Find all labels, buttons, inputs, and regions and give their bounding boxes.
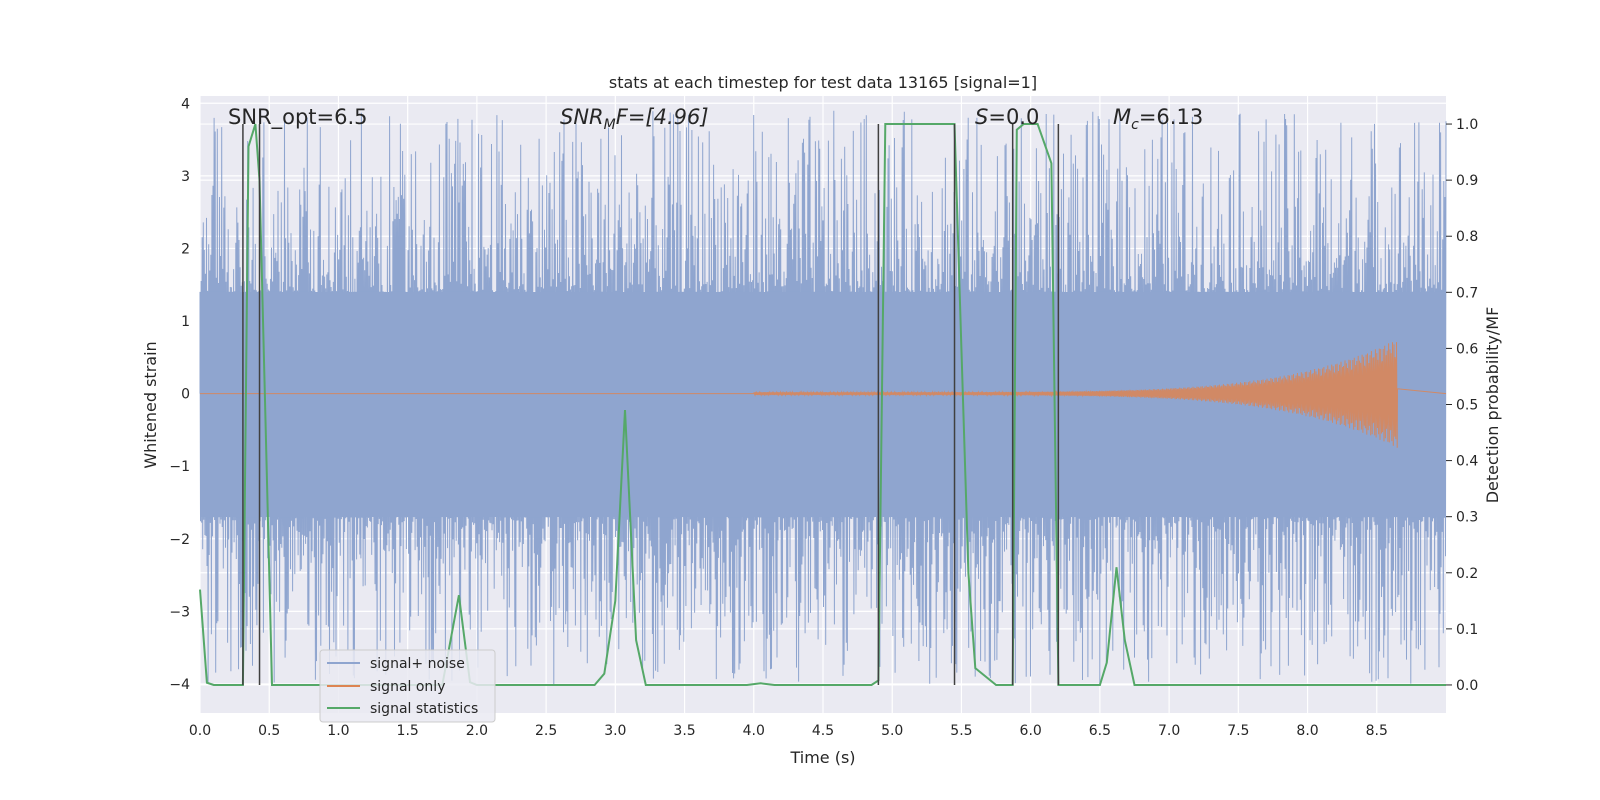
annotation-mc-subscript: c bbox=[1131, 117, 1139, 133]
x-tick-label: 1.0 bbox=[327, 723, 349, 739]
annotation-s: S=0.0 bbox=[975, 105, 1039, 129]
y2-tick-label: 0.0 bbox=[1456, 678, 1478, 694]
x-tick-label: 2.5 bbox=[535, 723, 557, 739]
x-tick-label: 7.0 bbox=[1158, 723, 1180, 739]
y2-tick-label: 0.5 bbox=[1456, 398, 1478, 414]
x-tick-label: 1.5 bbox=[397, 723, 419, 739]
signal-line bbox=[200, 342, 1447, 448]
x-tick-label: 5.5 bbox=[950, 723, 972, 739]
annotation-s-value: =0.0 bbox=[988, 105, 1039, 129]
legend-label-noise: signal+ noise bbox=[370, 656, 465, 672]
x-tick-label: 6.0 bbox=[1020, 723, 1042, 739]
x-tick-label: 5.0 bbox=[881, 723, 903, 739]
signal-only-series bbox=[200, 342, 1447, 448]
annotation-snr-mf: SNRMF=[4.96] bbox=[560, 105, 709, 133]
y-tick-label: 2 bbox=[181, 241, 190, 257]
y-tick-label: 1 bbox=[181, 314, 190, 330]
annotation-s-symbol: S bbox=[975, 105, 988, 129]
x-tick-label: 0.5 bbox=[258, 723, 280, 739]
x-tick-label: 8.0 bbox=[1296, 723, 1318, 739]
y-tick-label: 4 bbox=[181, 96, 190, 112]
stats-line bbox=[199, 123, 1446, 686]
y2-tick-label: 0.7 bbox=[1456, 285, 1478, 301]
y2-tick-label: 0.2 bbox=[1456, 566, 1478, 582]
y-tick-label: 0 bbox=[181, 387, 190, 403]
x-tick-label: 3.0 bbox=[604, 723, 626, 739]
y2-tick-label: 0.6 bbox=[1456, 341, 1478, 357]
chart-title: stats at each timestep for test data 131… bbox=[609, 73, 1037, 92]
y-tick-label: −2 bbox=[169, 532, 190, 548]
x-tick-label: 4.5 bbox=[812, 723, 834, 739]
detection-markers bbox=[242, 124, 1060, 685]
y2-axis-ticks: 1.0 0.9 0.8 0.7 0.6 0.5 0.4 0.3 0.2 0.1 0.0 bbox=[1446, 117, 1478, 694]
x-tick-label: 0.0 bbox=[189, 723, 211, 739]
x-tick-label: 8.5 bbox=[1366, 723, 1388, 739]
y-tick-label: 3 bbox=[181, 169, 190, 185]
annotation-snr-mf-symbol: SNR bbox=[560, 105, 604, 129]
annotation-mc-value: =6.13 bbox=[1139, 105, 1203, 129]
annotation-mc: Mc=6.13 bbox=[1113, 105, 1203, 133]
y-axis-label: Whitened strain bbox=[141, 341, 160, 468]
y-tick-label: −1 bbox=[169, 459, 190, 475]
y2-tick-label: 0.9 bbox=[1456, 173, 1478, 189]
y-tick-label: −4 bbox=[169, 677, 190, 693]
y-tick-label: −3 bbox=[169, 604, 190, 620]
y2-tick-label: 0.8 bbox=[1456, 229, 1478, 245]
y2-tick-label: 0.4 bbox=[1456, 454, 1478, 470]
legend: signal+ noise signal only signal statist… bbox=[319, 649, 496, 723]
annotation-mc-symbol: M bbox=[1113, 105, 1131, 129]
legend-label-stats: signal statistics bbox=[370, 701, 478, 717]
signal-statistics-series bbox=[199, 123, 1446, 686]
x-axis-ticks: 0.0 0.5 1.0 1.5 2.0 2.5 3.0 3.5 4.0 4.5 5.0 5.5 6.0 6… bbox=[189, 723, 1388, 739]
y2-axis-label: Detection probability/MF bbox=[1483, 307, 1502, 504]
legend-label-signal: signal only bbox=[370, 679, 445, 695]
y2-tick-label: 1.0 bbox=[1456, 117, 1478, 133]
y2-tick-label: 0.1 bbox=[1456, 622, 1478, 638]
x-tick-label: 4.0 bbox=[743, 723, 765, 739]
x-tick-label: 2.0 bbox=[466, 723, 488, 739]
legend-box bbox=[319, 649, 496, 723]
x-axis-label: Time (s) bbox=[789, 748, 855, 767]
y-axis-ticks: 4 3 2 1 0 −1 −2 −3 −4 bbox=[169, 96, 190, 693]
y2-tick-label: 0.3 bbox=[1456, 510, 1478, 526]
annotation-snr-mf-value: F=[4.96] bbox=[616, 105, 709, 129]
annotation-snr-mf-subscript: M bbox=[604, 117, 616, 133]
noise-band bbox=[200, 291, 1446, 518]
signal-noise-series bbox=[199, 110, 1447, 685]
x-tick-label: 7.5 bbox=[1227, 723, 1249, 739]
annotation-snr-opt: SNR_opt=6.5 bbox=[228, 105, 368, 130]
x-tick-label: 3.5 bbox=[673, 723, 695, 739]
x-tick-label: 6.5 bbox=[1089, 723, 1111, 739]
